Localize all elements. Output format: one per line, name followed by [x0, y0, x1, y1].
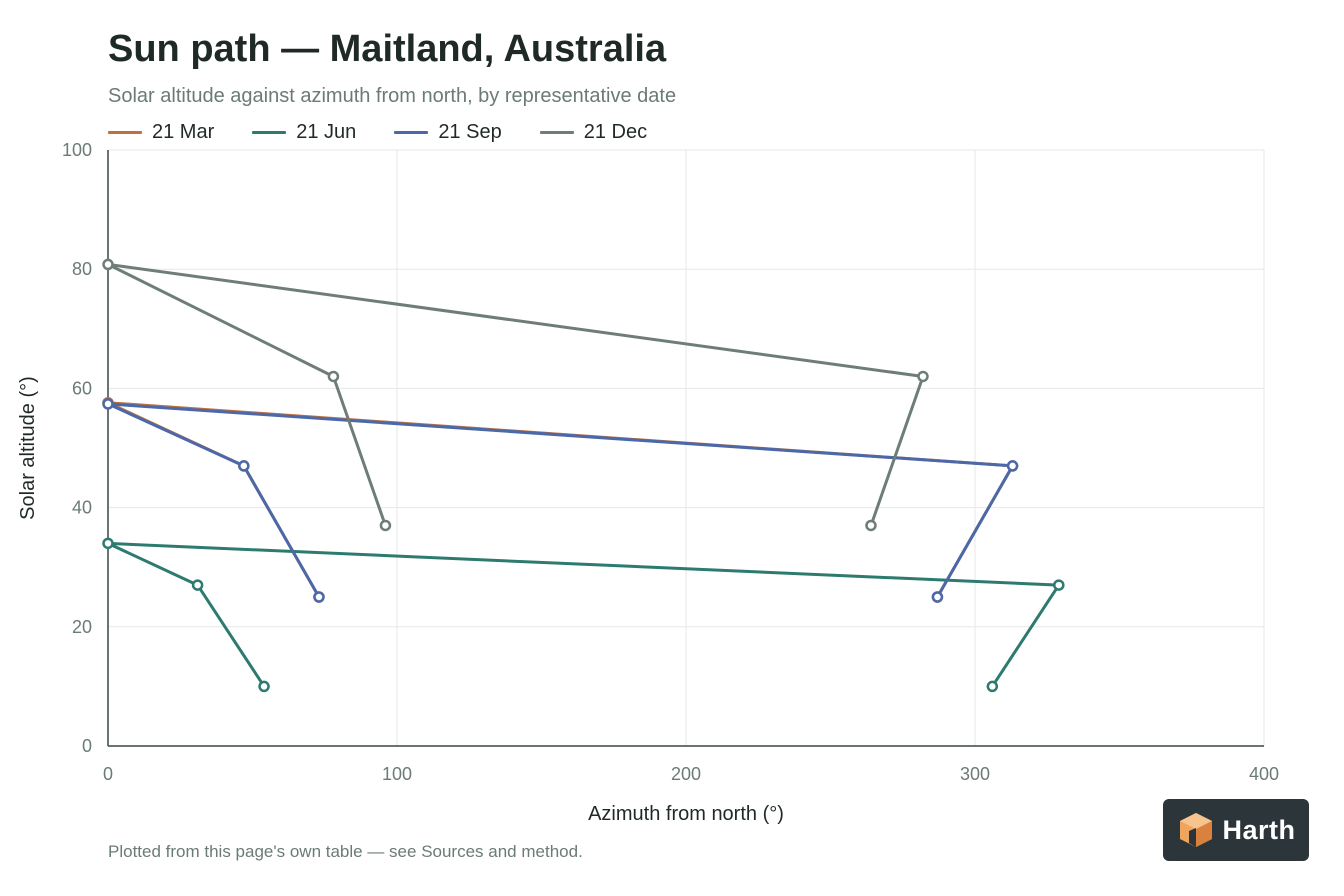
data-point-21-dec: [102, 258, 114, 271]
series-line-21-dec: [106, 262, 925, 526]
logo-text: Harth: [1222, 814, 1296, 845]
legend-label: 21 Sep: [438, 120, 502, 143]
series-line-21-jun: [106, 541, 1061, 688]
data-point-21-sep: [238, 460, 250, 472]
legend-swatch: [539, 130, 574, 134]
footnote: Plotted from this page's own table — see…: [108, 842, 583, 861]
brand-logo[interactable]: Harth: [1163, 799, 1309, 861]
y-tick-label: 40: [72, 498, 92, 518]
legend-swatch: [108, 130, 142, 134]
x-tick-label: 300: [960, 764, 990, 784]
x-axis-title: Azimuth from north (°): [588, 803, 784, 825]
data-point-21-dec: [917, 370, 929, 383]
data-point-21-sep: [931, 591, 944, 603]
data-point-21-sep: [1006, 460, 1019, 472]
legend-label: 21 Mar: [152, 120, 215, 143]
data-point-21-jun: [102, 537, 114, 550]
y-tick-label: 80: [72, 259, 92, 279]
legend-label: 21 Jun: [296, 120, 357, 143]
x-tick-label: 200: [671, 764, 701, 784]
x-tick-label: 0: [103, 764, 113, 784]
y-axis-title: Solar altitude (°): [17, 376, 39, 520]
data-point-21-dec: [327, 370, 340, 383]
data-point-21-jun: [1053, 579, 1065, 591]
legend-item-21-sep[interactable]: 21 Sep: [394, 120, 502, 144]
legend-swatch: [252, 130, 287, 134]
data-point-21-sep: [102, 398, 114, 410]
legend-item-21-dec[interactable]: 21 Dec: [539, 120, 648, 144]
data-point-21-sep: [313, 591, 325, 603]
legend-swatch: [394, 130, 429, 134]
chart-subtitle: Solar altitude against azimuth from nort…: [108, 85, 677, 107]
y-tick-label: 100: [62, 140, 92, 160]
data-point-21-jun: [258, 680, 270, 693]
x-tick-label: 100: [382, 764, 412, 784]
y-tick-label: 60: [72, 378, 92, 398]
data-point-21-dec: [865, 519, 877, 532]
data-point-21-dec: [379, 519, 392, 532]
x-tick-label: 400: [1249, 764, 1279, 784]
cube-logo-icon: [1180, 813, 1213, 847]
data-point-21-jun: [986, 680, 999, 693]
chart-legend: 21 Mar 21 Jun 21 Sep 21 Dec: [108, 120, 685, 144]
y-tick-label: 20: [72, 617, 92, 637]
legend-item-21-jun[interactable]: 21 Jun: [252, 121, 356, 144]
legend-label: 21 Dec: [583, 120, 648, 143]
series-line-21-mar: [106, 401, 1015, 598]
legend-item-21-mar[interactable]: 21 Mar: [108, 121, 214, 144]
data-point-21-jun: [191, 579, 204, 591]
y-tick-label: 0: [82, 736, 92, 756]
chart-title: Sun path — Maitland, Australia: [108, 28, 667, 70]
